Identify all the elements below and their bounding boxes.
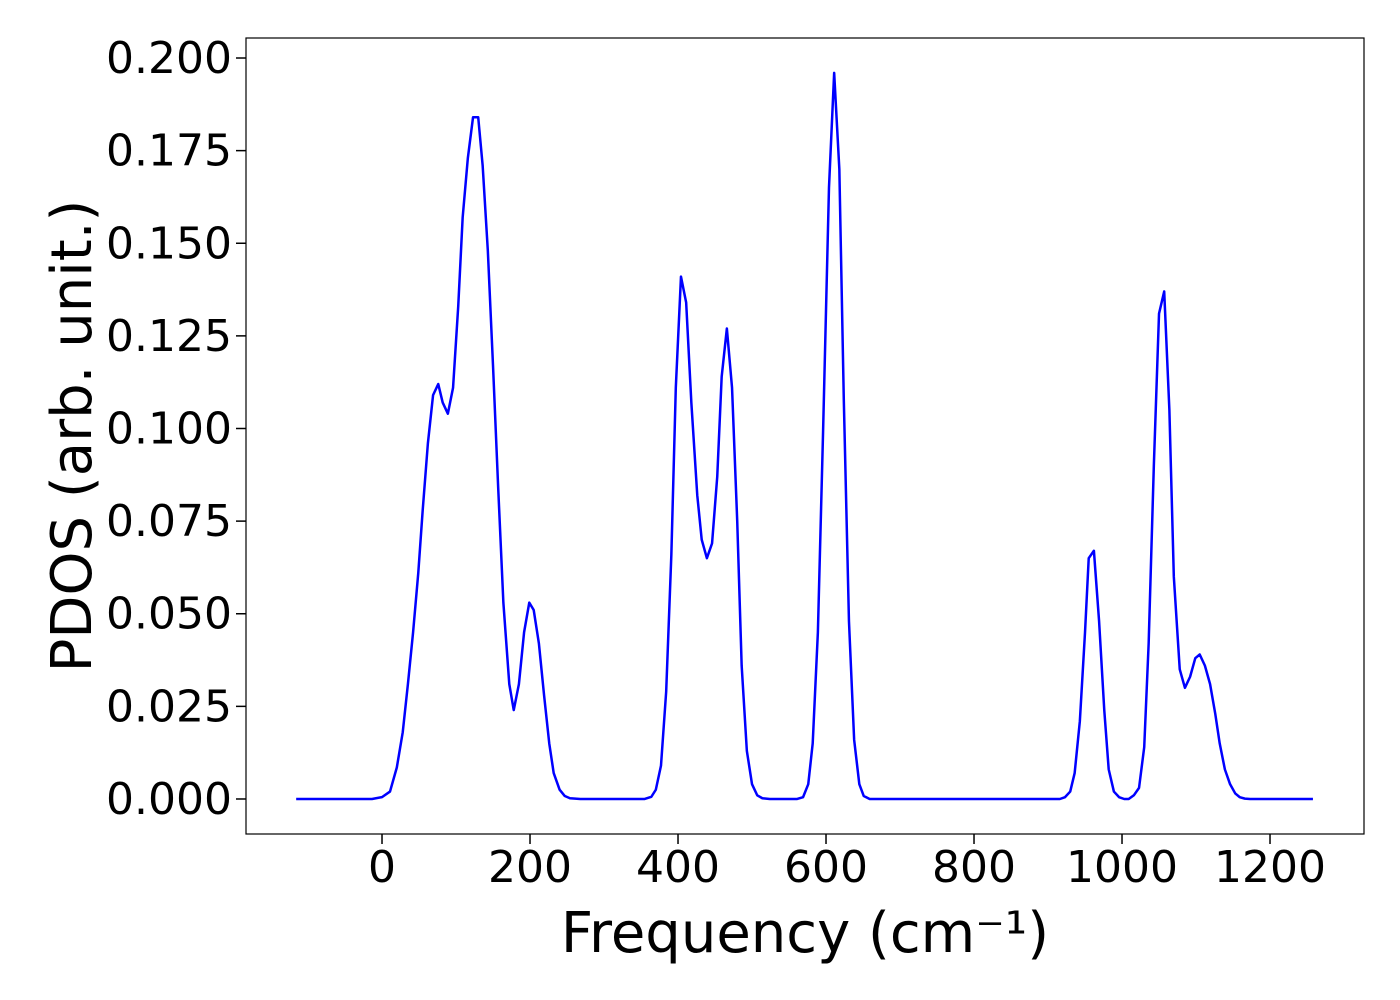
y-tick-label: 0.125 bbox=[106, 311, 232, 362]
pdos-line bbox=[296, 71, 1313, 801]
x-tick-label: 400 bbox=[636, 842, 720, 893]
x-tick-label: 800 bbox=[932, 842, 1016, 893]
x-tick-label: 1200 bbox=[1214, 842, 1326, 893]
x-tick-label: 200 bbox=[488, 842, 572, 893]
plot-frame bbox=[245, 37, 1365, 835]
x-axis-label: Frequency (cm⁻¹) bbox=[561, 901, 1049, 966]
y-tick-label: 0.200 bbox=[106, 33, 232, 84]
y-axis-label: PDOS (arb. unit.) bbox=[40, 200, 105, 673]
y-tick-label: 0.075 bbox=[106, 496, 232, 547]
y-tick-label: 0.000 bbox=[106, 774, 232, 825]
y-tick-label: 0.050 bbox=[106, 589, 232, 640]
y-tick-label: 0.025 bbox=[106, 681, 232, 732]
x-tick-label: 0 bbox=[368, 842, 396, 893]
y-tick-label: 0.100 bbox=[106, 403, 232, 454]
x-tick-label: 1000 bbox=[1066, 842, 1178, 893]
y-tick-label: 0.150 bbox=[106, 218, 232, 269]
y-tick-label: 0.175 bbox=[106, 126, 232, 177]
x-tick-label: 600 bbox=[784, 842, 868, 893]
